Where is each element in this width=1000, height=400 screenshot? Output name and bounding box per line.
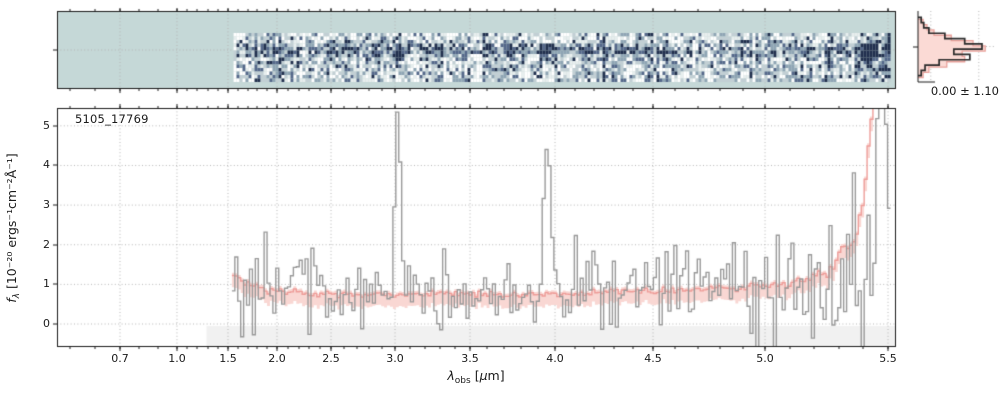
x-tick-label: 1.5: [219, 352, 237, 365]
x-tick-label: 4.0: [546, 352, 564, 365]
x-tick-label: 4.5: [644, 352, 662, 365]
ylabel-sub: λ: [12, 293, 22, 299]
x-tick-label: 3.5: [461, 352, 479, 365]
xlabel-bracket-post: m]: [487, 368, 505, 383]
x-tick-label: 1.0: [168, 352, 186, 365]
noise-stats-label: 0.00 ± 1.10: [930, 84, 999, 98]
x-tick-label: 2.0: [268, 352, 286, 365]
x-axis-label: λobs [μm]: [396, 368, 556, 386]
x-tick-label: 3.0: [386, 352, 404, 365]
xlabel-sub: obs: [454, 376, 471, 386]
ylabel-unit: [10⁻²⁰ ergs⁻¹cm⁻²Å⁻¹]: [4, 153, 19, 293]
x-tick-label: 0.7: [111, 352, 129, 365]
xlabel-mu: μ: [479, 368, 488, 383]
y-tick-label: 4: [43, 158, 50, 172]
ylabel-f: f: [4, 298, 19, 303]
y-tick-label: 3: [43, 198, 50, 212]
object-id-label: 5105_17769: [75, 112, 149, 126]
y-tick-label: 5: [43, 118, 50, 132]
y-tick-label: 2: [43, 237, 50, 251]
x-tick-label: 5.0: [756, 352, 774, 365]
xlabel-lambda: λ: [447, 368, 455, 383]
y-tick-label: 0: [43, 317, 50, 330]
xlabel-bracket-pre: [: [470, 368, 480, 383]
x-tick-label: 5.5: [879, 352, 897, 365]
x-tick-label: 2.5: [322, 352, 340, 365]
y-tick-label: 1: [43, 277, 50, 291]
